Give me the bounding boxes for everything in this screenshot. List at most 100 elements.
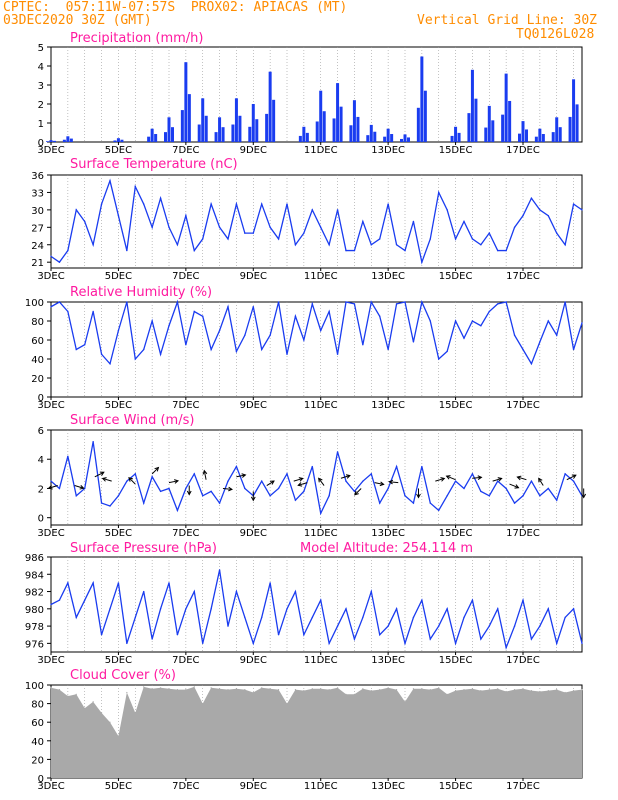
wind-arrow-head xyxy=(241,473,247,478)
wind-point xyxy=(109,505,111,507)
precipitation-ytick-label: 2 xyxy=(38,100,44,111)
wind-point xyxy=(556,499,558,501)
temperature-panel: 21 24 27 30 33 36 3DEC 5DEC 7DEC 9DEC 11DEC 13DEC 15… xyxy=(31,157,583,282)
pressure-ytick-label: 978 xyxy=(25,622,44,633)
cloud-point xyxy=(530,689,533,692)
humidity-point xyxy=(227,306,229,308)
precip-bar xyxy=(164,132,167,142)
pressure-point xyxy=(480,638,482,640)
precip-bar xyxy=(457,132,461,142)
temperature-ytick-label: 24 xyxy=(31,241,44,252)
wind-point xyxy=(328,495,330,497)
cloud-point xyxy=(269,688,271,690)
cloud-point xyxy=(134,712,136,714)
wind-arrow xyxy=(340,475,351,479)
pressure-point xyxy=(320,599,322,601)
humidity-ytick-label: 20 xyxy=(31,374,44,385)
wind-point xyxy=(261,480,263,482)
precip-bar xyxy=(568,116,572,142)
cloud-ytick-label: 80 xyxy=(31,700,44,711)
wind-point xyxy=(412,502,415,504)
wind-point xyxy=(320,512,322,515)
precip-bar xyxy=(508,100,512,142)
pressure-point xyxy=(109,608,111,610)
wind-point xyxy=(303,490,305,493)
wind-xtick-label: 17DEC xyxy=(506,528,540,539)
pressure-point xyxy=(328,642,330,645)
temperature-xtick-label: 5DEC xyxy=(105,271,132,282)
wind-arrow-head xyxy=(79,485,85,490)
temperature-point xyxy=(547,214,549,217)
humidity-point xyxy=(421,301,423,303)
temperature-point xyxy=(505,249,507,252)
temperature-point xyxy=(564,244,566,246)
cloud-point xyxy=(547,689,549,692)
cloud-panel: 0 20 40 60 80 100 3DEC 5DEC 7DEC 9DEC 11DEC 13DEC 15… xyxy=(25,668,583,792)
pressure-point xyxy=(286,608,288,610)
wind-arrow xyxy=(128,477,136,485)
pressure-ytick-label: 976 xyxy=(25,639,44,650)
humidity-ytick-label: 40 xyxy=(31,355,44,366)
wind-arrow-head xyxy=(538,477,543,483)
cloud-point xyxy=(117,735,120,737)
pressure-point xyxy=(193,590,195,593)
temperature-point xyxy=(269,226,271,229)
precip-bar xyxy=(49,140,53,142)
humidity-ytick-label: 0 xyxy=(38,393,44,404)
precip-bar xyxy=(154,134,158,142)
precip-bar xyxy=(470,69,474,142)
wind-point xyxy=(395,465,398,468)
humidity-ytick-label: 60 xyxy=(31,336,44,347)
temperature-point xyxy=(336,209,339,211)
temperature-point xyxy=(454,238,457,240)
temperature-point xyxy=(370,244,372,246)
pressure-point xyxy=(379,634,381,636)
precip-bar xyxy=(204,115,208,142)
pressure-point xyxy=(539,625,541,627)
pressure-ytick-label: 986 xyxy=(25,553,44,564)
humidity-point xyxy=(387,348,389,351)
precip-bar xyxy=(400,138,403,142)
wind-point xyxy=(471,473,474,475)
wind-series-line xyxy=(50,441,583,516)
precip-bar xyxy=(484,127,488,142)
wind-arrow-head xyxy=(298,477,304,482)
humidity-point xyxy=(513,334,516,336)
precip-bar xyxy=(467,113,471,142)
humidity-ytick-label: 80 xyxy=(31,317,44,328)
cloud-point xyxy=(227,689,229,691)
wind-point xyxy=(134,473,136,475)
temperature-point xyxy=(252,232,254,234)
pressure-point xyxy=(446,608,448,610)
wind-arrow-head xyxy=(379,481,385,487)
pressure-frame xyxy=(50,556,583,653)
cloud-point xyxy=(556,689,558,691)
pressure-point xyxy=(294,590,297,593)
cloud-point xyxy=(370,689,372,692)
pressure-xtick-label: 13DEC xyxy=(371,655,405,666)
pressure-point xyxy=(370,590,372,593)
humidity-xtick-label: 13DEC xyxy=(371,400,405,411)
cloud-point xyxy=(202,703,204,705)
temperature-point xyxy=(488,232,490,234)
wind-point xyxy=(353,490,356,493)
temperature-point xyxy=(202,238,204,240)
wind-arrow xyxy=(236,474,246,478)
temperature-xtick-label: 11DEC xyxy=(304,271,338,282)
temperature-point xyxy=(522,214,524,217)
humidity-point xyxy=(269,334,271,336)
cloud-point xyxy=(471,688,474,690)
temperature-point xyxy=(530,197,533,199)
cloud-point xyxy=(193,686,195,688)
temperature-point xyxy=(100,203,103,205)
humidity-point xyxy=(539,341,541,343)
pressure-point xyxy=(185,608,187,610)
humidity-point xyxy=(379,315,381,317)
cloud-point xyxy=(513,689,516,691)
pressure-ytick-label: 980 xyxy=(25,605,44,616)
pressure-point xyxy=(556,642,558,645)
precip-bar xyxy=(538,128,542,142)
humidity-point xyxy=(547,320,549,322)
precipitation-xtick-label: 15DEC xyxy=(439,145,473,156)
temperature-point xyxy=(362,220,364,223)
